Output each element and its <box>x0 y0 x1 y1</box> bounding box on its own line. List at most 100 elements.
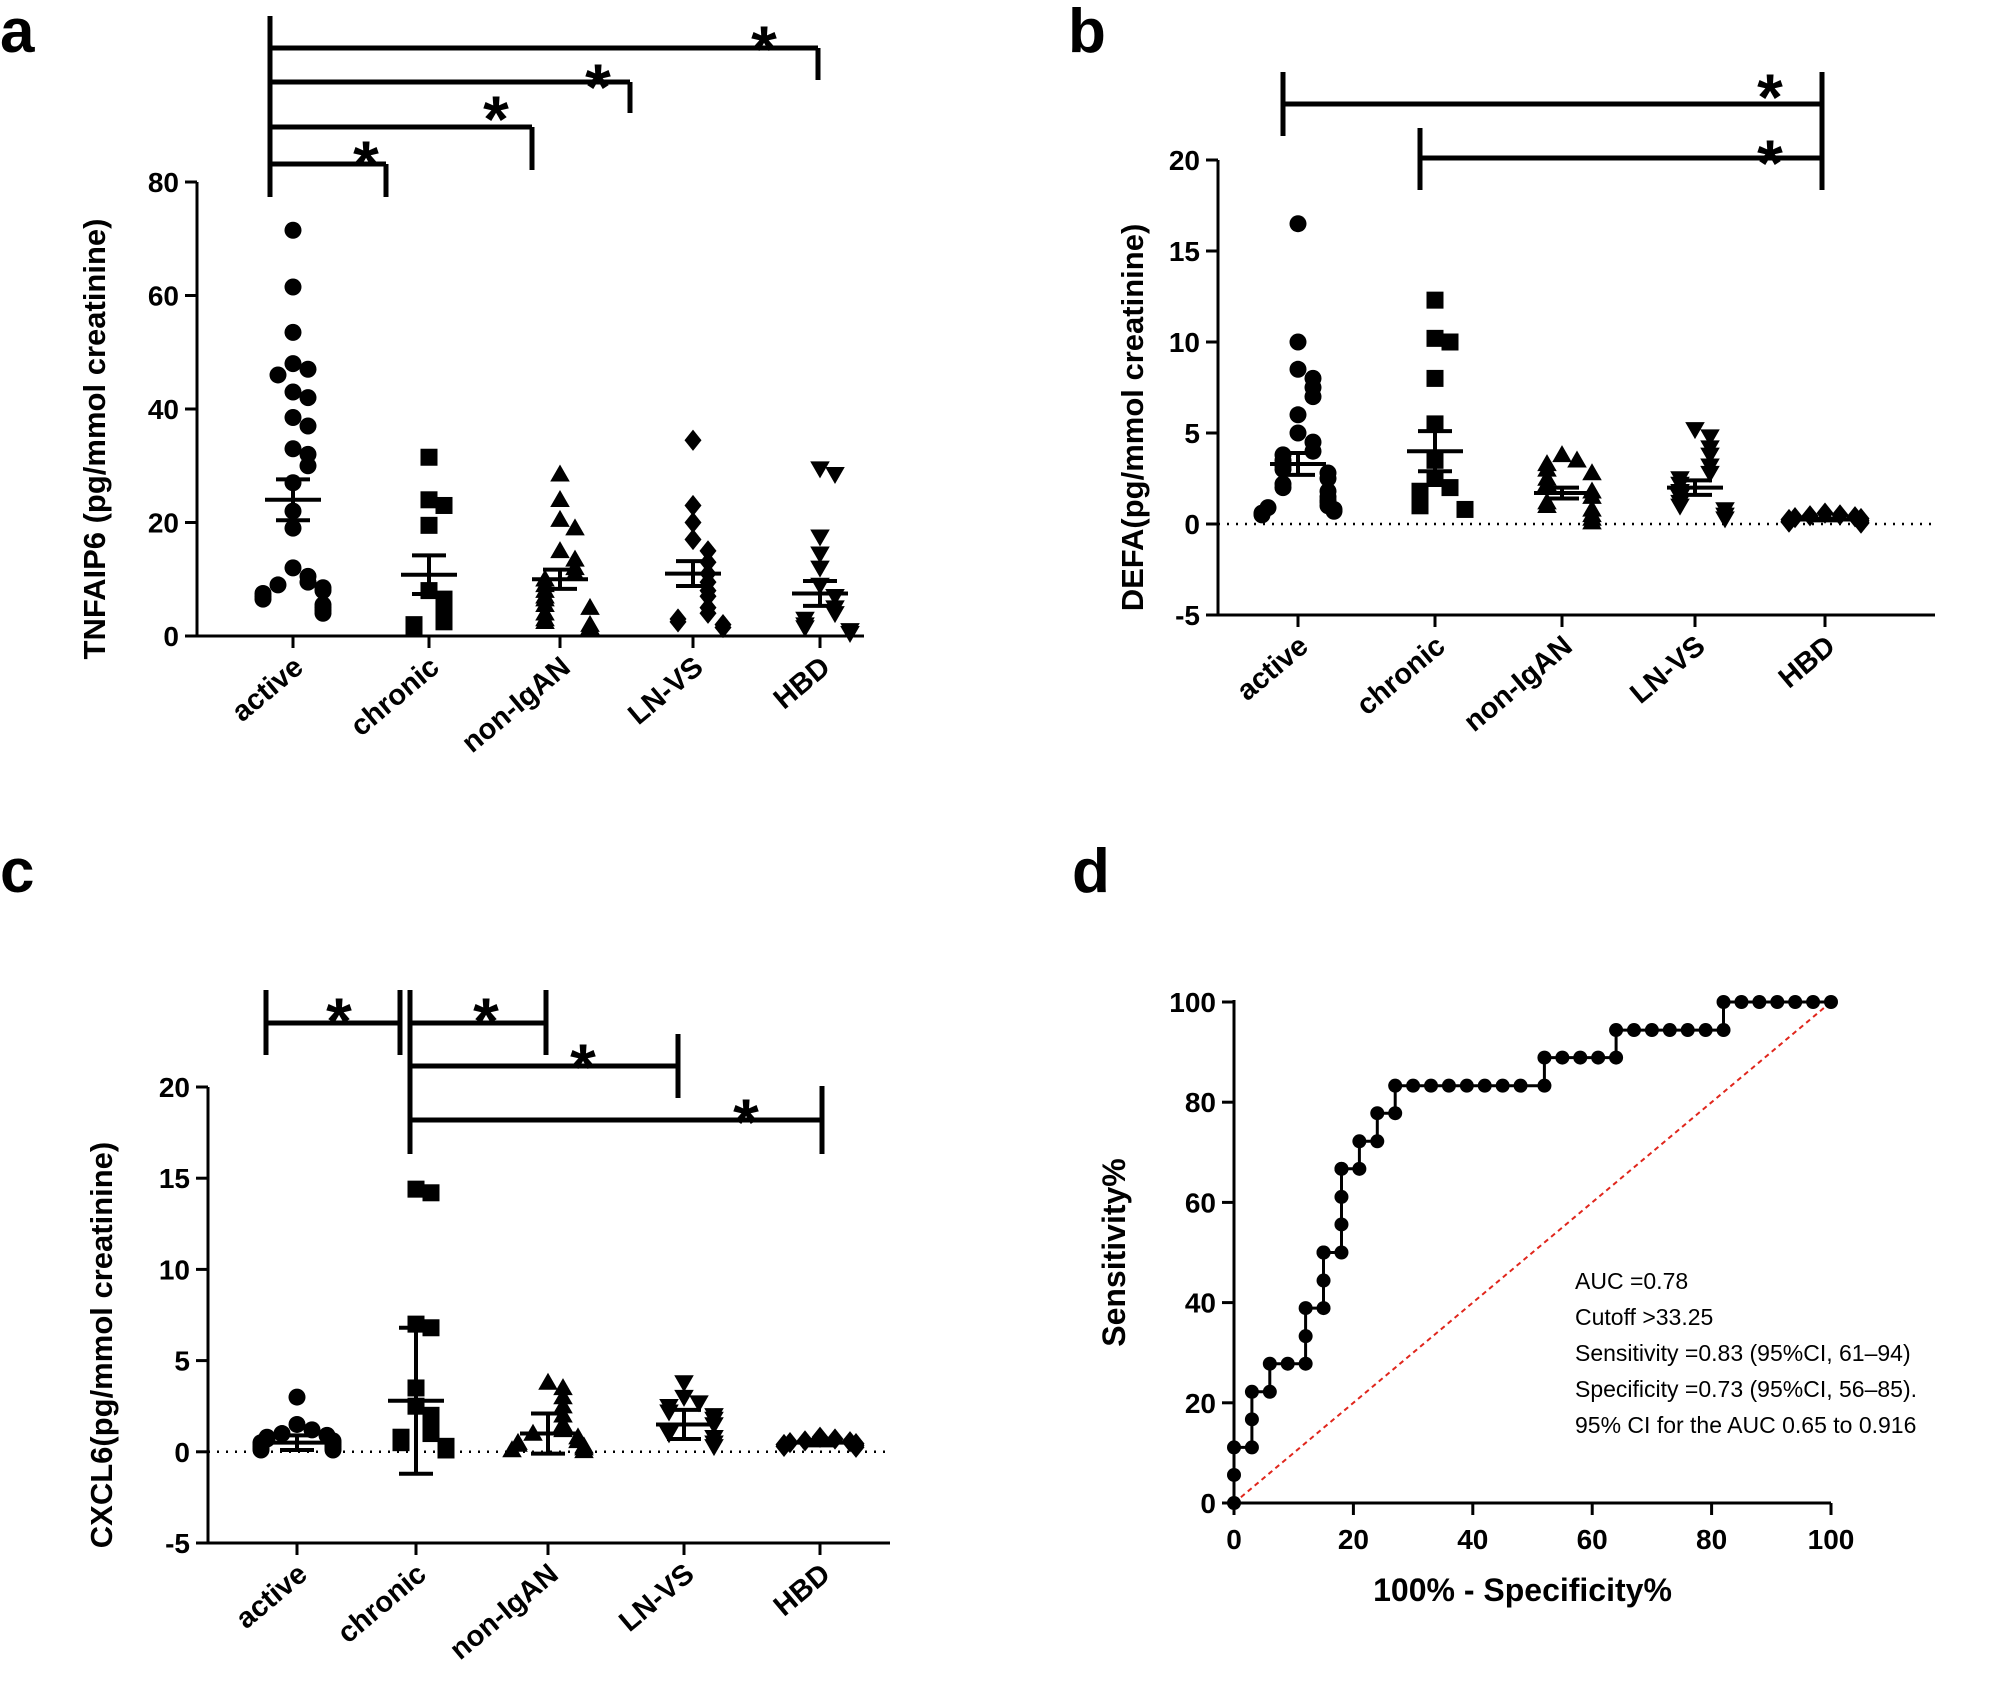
y-tick-label: 100 <box>1169 987 1216 1018</box>
significance-star: * <box>733 1085 759 1159</box>
x-axis-title: 100% - Specificity% <box>1373 1572 1672 1608</box>
data-point <box>810 529 830 547</box>
roc-point <box>1716 995 1731 1009</box>
data-point <box>422 1425 440 1443</box>
y-tick-label: 0 <box>163 621 179 652</box>
y-axis-title: CXCL6(pg/mmol creatinine) <box>84 1142 119 1549</box>
data-point <box>810 560 830 578</box>
data-point <box>1319 470 1337 487</box>
data-point <box>699 585 717 607</box>
roc-point <box>1609 1023 1624 1038</box>
roc-point <box>1334 1245 1349 1260</box>
roc-point <box>1298 1329 1313 1344</box>
roc-point <box>1406 1078 1421 1093</box>
data-point <box>269 576 287 594</box>
data-point <box>1289 215 1307 233</box>
reference-diagonal-line <box>1233 1001 1832 1504</box>
data-point <box>284 323 302 341</box>
y-tick-label: 15 <box>1169 236 1200 267</box>
roc-point <box>1298 1301 1313 1316</box>
data-point <box>535 595 555 613</box>
roc-point <box>1424 1078 1439 1093</box>
data-point <box>565 563 585 581</box>
data-point <box>284 221 302 239</box>
y-tick-label: 0 <box>1184 509 1200 540</box>
data-point <box>550 464 570 482</box>
data-point <box>825 467 845 485</box>
x-category-label: chronic <box>1351 630 1452 722</box>
y-tick-label: 20 <box>148 508 179 539</box>
panel-b: b -5 0 5 10 15 20 DEFA(pg/mmol creatinine) activ… <box>1068 0 1935 738</box>
roc-point <box>1334 1189 1349 1204</box>
roc-point <box>1334 1217 1349 1232</box>
roc-point <box>1352 1161 1367 1176</box>
x-category-label: LN-VS <box>1624 630 1711 710</box>
y-axis-title: DEFA(pg/mmol creatinine) <box>1115 224 1150 612</box>
roc-point <box>1770 995 1785 1009</box>
panel-c: c -5 0 5 10 15 20 CXCL6(pg/mmol creatinine) acti… <box>0 837 890 1666</box>
roc-point <box>1244 1384 1259 1399</box>
data-point <box>825 606 845 624</box>
data-point <box>299 457 317 475</box>
x-tick-label: 20 <box>1338 1524 1369 1555</box>
data-point <box>1289 333 1307 351</box>
data-point <box>284 409 302 427</box>
data-point <box>1289 424 1307 442</box>
data-point <box>580 597 600 615</box>
data-point <box>699 540 717 562</box>
x-tick-label: 80 <box>1696 1524 1727 1555</box>
data-point <box>574 1441 594 1459</box>
roc-point <box>1716 1023 1731 1038</box>
y-tick-label: 80 <box>1185 1087 1216 1118</box>
roc-point <box>1573 1050 1588 1065</box>
data-point <box>674 1389 694 1407</box>
y-tick-label: 0 <box>1200 1488 1216 1519</box>
y-tick-label: 60 <box>148 281 179 312</box>
data-point <box>420 491 438 509</box>
data-point <box>674 1375 694 1393</box>
data-point <box>288 1415 306 1433</box>
data-point <box>553 1387 573 1405</box>
x-category-label: HBD <box>1773 630 1842 695</box>
roc-point <box>1680 1023 1695 1038</box>
data-point <box>550 541 570 559</box>
data-point <box>1289 406 1307 424</box>
significance-star: * <box>1757 60 1783 134</box>
panel-letter: c <box>0 837 34 906</box>
y-tick-label: -5 <box>165 1528 190 1559</box>
data-point <box>775 1435 793 1457</box>
data-point <box>269 366 287 384</box>
roc-curve <box>1232 1000 1831 1503</box>
data-point <box>684 528 702 551</box>
roc-point <box>1334 1161 1349 1176</box>
data-point <box>580 617 600 635</box>
roc-point <box>1626 1023 1641 1038</box>
roc-point <box>1591 1050 1606 1065</box>
significance-star: * <box>570 1030 596 1104</box>
panel-d: d 0 20 40 60 80 100 0 20 40 60 80 100 100% - Specific… <box>1072 837 1917 1608</box>
data-point <box>704 1417 724 1435</box>
data-point <box>284 519 302 537</box>
roc-annotation: AUC =0.78 <box>1575 1268 1688 1294</box>
data-point <box>810 461 830 479</box>
roc-point <box>1734 995 1749 1009</box>
roc-point <box>1555 1050 1570 1065</box>
data-point <box>1426 369 1444 387</box>
data-point <box>714 616 732 639</box>
roc-point <box>1513 1078 1528 1093</box>
data-point <box>437 1441 455 1459</box>
x-category-label: non-IgAN <box>456 651 577 759</box>
data-point <box>422 1184 440 1202</box>
roc-point <box>1227 1467 1241 1482</box>
panel-letter: d <box>1072 837 1110 906</box>
data-point <box>1552 445 1572 463</box>
x-category-label: HBD <box>768 651 837 716</box>
data-point <box>1700 429 1720 447</box>
y-tick-label: 40 <box>148 394 179 425</box>
data-point <box>1700 447 1720 465</box>
roc-point <box>1477 1078 1492 1093</box>
roc-point <box>1388 1106 1403 1121</box>
y-tick-label: 60 <box>1185 1187 1216 1218</box>
roc-point <box>1388 1078 1403 1093</box>
